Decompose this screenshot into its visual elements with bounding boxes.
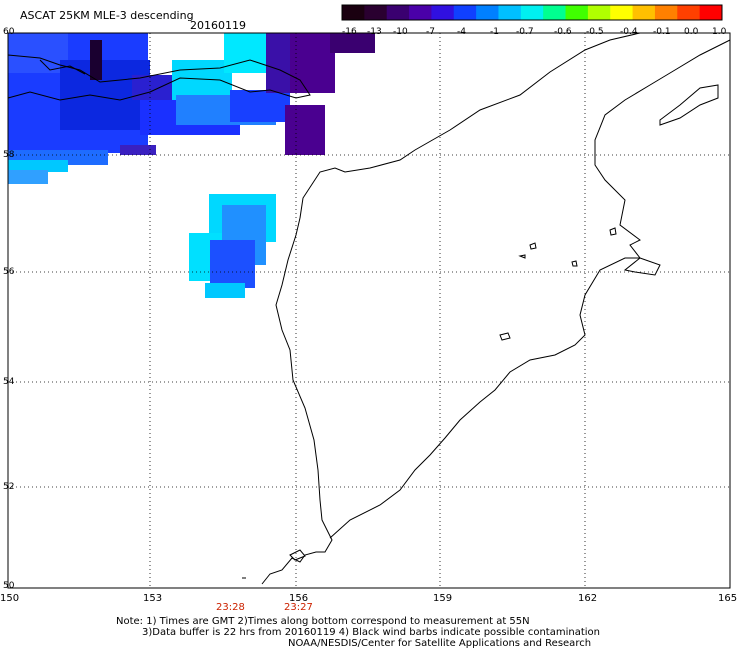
lon-label: 156 [289,593,309,604]
footer-note-line1: Note: 1) Times are GMT 2)Times along bot… [116,616,530,627]
colorbar-segment [699,5,723,20]
colorbar-segment [587,5,611,20]
lat-label: 54 [3,377,15,387]
colorbar-segment [632,5,656,20]
colorbar-label: 1.0 [712,27,727,37]
colorbar [341,4,723,21]
colorbar-label: -4 [457,27,466,37]
colorbar-label: 0.0 [684,27,699,37]
graticule [8,33,730,588]
colorbar-label: -0.4 [620,27,638,37]
product-date: 20160119 [190,19,246,32]
time-label: 23:27 [284,602,313,613]
colorbar-label: -0.7 [516,27,534,37]
colorbar-frame [341,4,723,21]
lon-label: 159 [433,593,453,604]
product-title: ASCAT 25KM MLE-3 descending [20,9,194,22]
colorbar-label: -0.6 [554,27,572,37]
colorbar-label: -10 [393,27,408,37]
lat-label: 52 [3,482,15,492]
map-frame [7,32,731,589]
lat-label: 50 [3,581,15,591]
colorbar-segment [364,5,388,20]
colorbar-segment [610,5,634,20]
lon-label: 165 [718,593,738,604]
coastline [7,32,731,585]
colorbar-segment [543,5,567,20]
colorbar-segment [431,5,455,20]
lon-label: 153 [143,593,163,604]
colorbar-segment [386,5,410,20]
colorbar-label: -0.1 [653,27,671,37]
footer-credit: NOAA/NESDIS/Center for Satellite Applica… [288,638,592,649]
colorbar-label: -7 [426,27,435,37]
data-swath-north [8,33,375,184]
colorbar-segment [453,5,477,20]
colorbar-segment [498,5,522,20]
lat-label: 60 [3,27,15,37]
colorbar-label: -13 [367,27,382,37]
colorbar-segment [677,5,701,20]
colorbar-segment [409,5,432,20]
colorbar-segment [520,5,544,20]
colorbar-label: -16 [342,27,357,37]
colorbar-segment [654,5,678,20]
colorbar-label: -1 [490,27,499,37]
footer-note-line2: 3)Data buffer is 22 hrs from 20160119 4)… [142,627,600,638]
colorbar-segment [476,5,499,20]
colorbar-label: -0.5 [586,27,604,37]
lon-label: 162 [578,593,598,604]
colorbar-segment [565,5,589,20]
data-swath-south [189,194,276,298]
lat-label: 58 [3,150,15,160]
colorbar-segment [342,5,365,20]
lat-label: 56 [3,267,15,277]
lon-label: 150 [0,593,20,604]
time-label: 23:28 [216,602,245,613]
